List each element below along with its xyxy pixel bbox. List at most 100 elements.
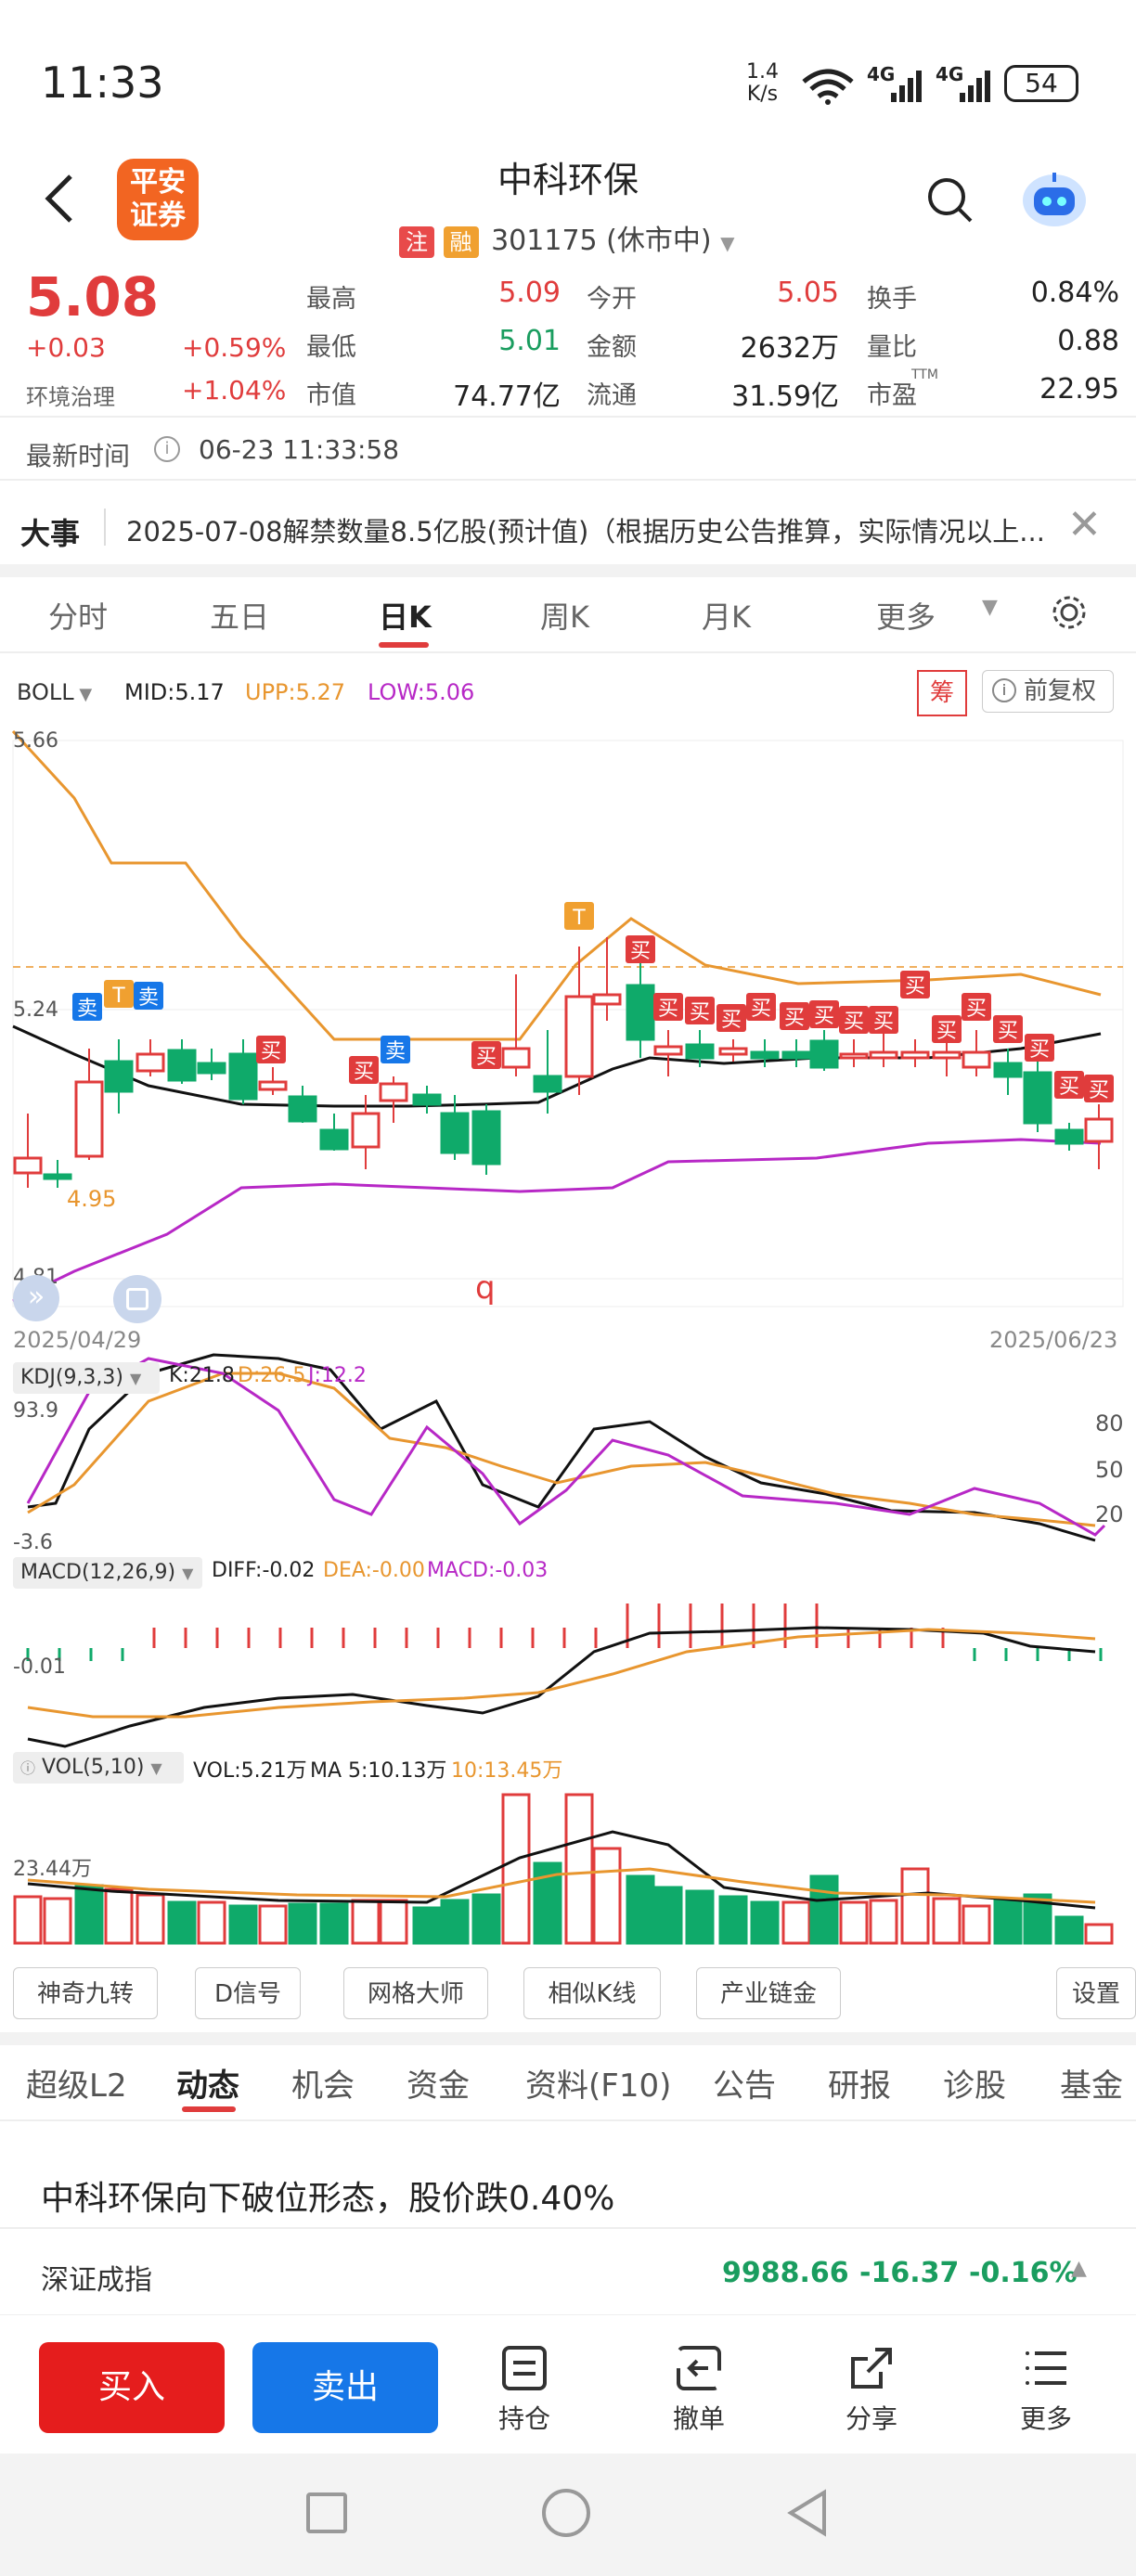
net-speed-unit: K/s xyxy=(746,83,779,106)
tab-diagnose[interactable]: 诊股 xyxy=(943,2067,1006,2105)
hold-button[interactable]: 持仓 xyxy=(483,2344,566,2436)
vol-ma5: MA 5:10.13万 xyxy=(310,1759,447,1783)
tool-d-signal[interactable]: D信号 xyxy=(195,1967,301,2019)
axis-mid: 5.24 xyxy=(13,998,58,1022)
signal-badge-bg xyxy=(72,993,102,1021)
price-change-pct: +0.59% xyxy=(182,332,287,363)
open-value: 5.05 xyxy=(777,277,839,309)
volume-bar xyxy=(993,1897,1023,1945)
kdj-selector[interactable]: KDJ(9,3,3) ▼ xyxy=(13,1362,160,1394)
tab-f10[interactable]: 资料(F10) xyxy=(525,2067,672,2105)
fq-button[interactable]: i 前复权 xyxy=(982,670,1114,713)
tab-news[interactable]: 动态 xyxy=(176,2067,239,2105)
home-icon[interactable] xyxy=(542,2489,590,2537)
chip-button[interactable]: 筹 xyxy=(917,670,967,716)
expand-left-icon[interactable]: » xyxy=(13,1275,59,1321)
sell-signal-badge: 卖 xyxy=(381,1036,410,1063)
price-change: +0.03 xyxy=(26,332,106,363)
signal-badge-bg xyxy=(1084,1075,1114,1102)
boll-lower-line xyxy=(12,1138,1102,1303)
event-text[interactable]: 2025-07-08解禁数量8.5亿股(预计值)（根据历史公告推算，实际情况以上… xyxy=(126,516,1045,547)
fullscreen-icon[interactable] xyxy=(113,1275,161,1323)
index-change: -16.37 xyxy=(859,2257,960,2289)
update-label: 最新时间 xyxy=(26,441,131,471)
back-icon[interactable] xyxy=(41,173,78,225)
gear-icon[interactable] xyxy=(1051,594,1088,631)
share-button[interactable]: 分享 xyxy=(830,2344,913,2436)
tab-research[interactable]: 研报 xyxy=(828,2067,891,2105)
robot-assistant-icon[interactable] xyxy=(1019,163,1090,234)
tab-l2[interactable]: 超级L2 xyxy=(26,2067,127,2105)
info-icon[interactable]: i xyxy=(154,436,180,462)
undo-icon xyxy=(677,2346,721,2390)
section-gap xyxy=(0,2032,1136,2045)
tab-more[interactable]: 更多 xyxy=(876,599,936,635)
expand-up-icon: ▲ xyxy=(1071,2257,1087,2280)
news-headline[interactable]: 中科环保向下破位形态，股价跌0.40% xyxy=(41,2180,615,2218)
tab-5day[interactable]: 五日 xyxy=(210,599,270,635)
stock-sub[interactable]: 注 融 301175 (休市中) ▼ xyxy=(399,217,735,258)
candle-body xyxy=(412,1093,442,1106)
volume-bar xyxy=(412,1906,442,1945)
kline-chart[interactable]: 卖卖T买买卖 买T买买买买买买买买买买买买买买买买 xyxy=(0,724,1136,1958)
buy-signal-badge: 买 xyxy=(1025,1034,1054,1062)
cancel-order-button[interactable]: 撤单 xyxy=(657,2344,741,2436)
date-start: 2025/04/29 xyxy=(13,1327,142,1353)
macd-selector[interactable]: MACD(12,26,9) ▼ xyxy=(13,1557,202,1589)
tab-fund-flow[interactable]: 资金 xyxy=(407,2067,470,2105)
battery-icon: 54 xyxy=(1004,65,1078,102)
sector-name[interactable]: 环境治理 xyxy=(26,384,115,410)
candles xyxy=(13,937,1114,1188)
buy-button[interactable]: 买入 xyxy=(39,2342,225,2433)
more-button[interactable]: 更多 xyxy=(1004,2344,1088,2436)
vol-ma10-line xyxy=(27,1867,1096,1904)
tab-chance[interactable]: 机会 xyxy=(291,2067,355,2105)
volume-bar xyxy=(718,1895,748,1945)
candle-body xyxy=(13,1156,43,1175)
back-nav-icon[interactable] xyxy=(785,2489,830,2537)
index-bar[interactable]: 深证成指 9988.66 -16.37 -0.16% ▲ xyxy=(0,2227,1136,2316)
macd-dea-line xyxy=(27,1628,1096,1719)
signal-badge-bg xyxy=(993,1015,1023,1043)
candle-body xyxy=(653,1045,683,1056)
search-icon[interactable] xyxy=(926,176,975,225)
tab-week-k[interactable]: 周K xyxy=(540,599,589,635)
volume-panel xyxy=(13,1793,1114,1945)
candle-body xyxy=(869,1050,898,1060)
tool-grid-master[interactable]: 网格大师 xyxy=(343,1967,488,2019)
tab-fenshi[interactable]: 分时 xyxy=(48,599,109,635)
axis-top: 5.66 xyxy=(13,729,58,753)
kdj-20: 20 xyxy=(1095,1501,1124,1527)
stock-code: 301175 (休市中) xyxy=(491,225,712,257)
sector-pct: +1.04% xyxy=(182,375,287,406)
pe-sup: TTM xyxy=(911,367,938,382)
tool-similar-k[interactable]: 相似K线 xyxy=(523,1967,661,2019)
low-value: 5.01 xyxy=(498,325,561,357)
tool-settings[interactable]: 设置 xyxy=(1056,1967,1136,2019)
candle-body xyxy=(900,1050,930,1060)
more-dropdown-icon[interactable]: ▼ xyxy=(982,596,998,619)
volume-bar xyxy=(258,1904,288,1945)
tab-fund[interactable]: 基金 xyxy=(1060,2067,1123,2105)
tab-notice[interactable]: 公告 xyxy=(713,2067,776,2105)
volume-bar xyxy=(1054,1915,1084,1945)
recent-apps-icon[interactable] xyxy=(306,2492,347,2533)
boll-legend[interactable]: BOLL ▼ xyxy=(17,679,92,705)
candle-body xyxy=(932,1050,962,1060)
vol-selector[interactable]: ⓘ VOL(5,10) ▼ xyxy=(13,1752,184,1784)
tab-day-k[interactable]: 日K xyxy=(379,599,432,635)
tool-nine-turns[interactable]: 神奇九转 xyxy=(13,1967,158,2019)
signal-badge-text: 买 xyxy=(998,1020,1018,1043)
hold-label: 持仓 xyxy=(497,2403,550,2434)
buy-signal-badge: 买 xyxy=(780,1002,809,1030)
buy-signal-badge: 买 xyxy=(869,1006,898,1034)
close-icon[interactable]: ✕ xyxy=(1067,501,1102,548)
divider xyxy=(0,2119,1136,2121)
volume-bar xyxy=(440,1899,470,1945)
sell-button[interactable]: 卖出 xyxy=(252,2342,438,2433)
menu-icon xyxy=(1026,2351,1066,2385)
tool-industry-chain[interactable]: 产业链金 xyxy=(696,1967,841,2019)
pe-value: 22.95 xyxy=(1039,373,1119,406)
tab-month-k[interactable]: 月K xyxy=(702,599,751,635)
candle-body xyxy=(74,1080,104,1158)
